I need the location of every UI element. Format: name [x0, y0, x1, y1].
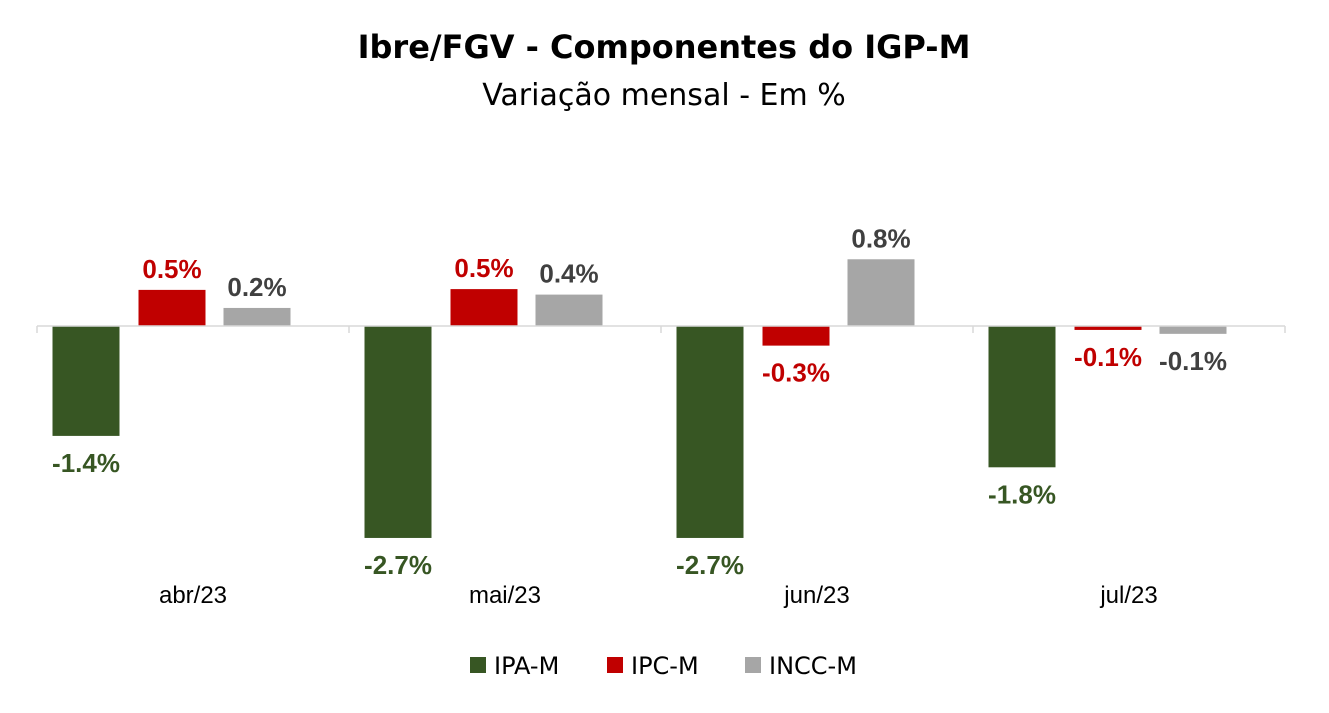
legend-swatch-ipa-m	[470, 657, 486, 673]
category-label-1: mai/23	[469, 582, 541, 609]
data-label-ipc-m-3: -0.1%	[1074, 342, 1142, 372]
bar-ipa-m-3	[988, 326, 1056, 468]
legend-label-ipc-m: IPC-M	[631, 652, 699, 680]
data-labels-group: -1.4% 0.5% 0.2% -2.7% 0.5% 0.4% -2.7% -0.3% 0.8%…	[52, 223, 1227, 580]
bar-incc-m-0	[223, 307, 291, 326]
bar-ipa-m-1	[364, 326, 432, 538]
legend-label-incc-m: INCC-M	[769, 652, 857, 680]
bar-ipc-m-2	[762, 326, 830, 346]
data-label-incc-m-0: 0.2%	[227, 272, 286, 302]
category-label-2: jun/23	[783, 582, 849, 609]
data-label-ipc-m-2: -0.3%	[762, 358, 830, 388]
bar-ipa-m-0	[52, 326, 120, 436]
data-label-ipa-m-1: -2.7%	[364, 550, 432, 580]
legend-label-ipa-m: IPA-M	[494, 652, 559, 680]
bar-ipc-m-1	[450, 289, 518, 326]
data-label-incc-m-3: -0.1%	[1159, 346, 1227, 376]
bar-incc-m-2	[847, 259, 915, 326]
category-labels-group: abr/23 mai/23 jun/23 jul/23	[36, 326, 1286, 609]
data-label-ipa-m-0: -1.4%	[52, 448, 120, 478]
chart-title: Ibre/FGV - Componentes do IGP-M	[358, 28, 971, 66]
data-label-ipc-m-1: 0.5%	[454, 253, 513, 283]
data-label-ipa-m-3: -1.8%	[988, 479, 1056, 509]
chart-subtitle: Variação mensal - Em %	[482, 78, 846, 113]
bar-incc-m-1	[535, 294, 603, 326]
bar-incc-m-3	[1159, 326, 1227, 334]
legend-swatch-ipc-m	[607, 657, 623, 673]
data-label-incc-m-2: 0.8%	[851, 223, 910, 253]
category-label-3: jul/23	[1099, 582, 1157, 609]
legend-swatch-incc-m	[745, 657, 761, 673]
bar-ipc-m-3	[1074, 326, 1142, 330]
data-label-ipa-m-2: -2.7%	[676, 550, 744, 580]
data-label-ipc-m-0: 0.5%	[142, 254, 201, 284]
bars-group	[52, 259, 1227, 538]
bar-ipc-m-0	[138, 289, 206, 326]
legend: IPA-M IPC-M INCC-M	[470, 652, 857, 680]
bar-ipa-m-2	[676, 326, 744, 538]
category-label-0: abr/23	[159, 582, 227, 609]
data-label-incc-m-1: 0.4%	[539, 259, 598, 289]
